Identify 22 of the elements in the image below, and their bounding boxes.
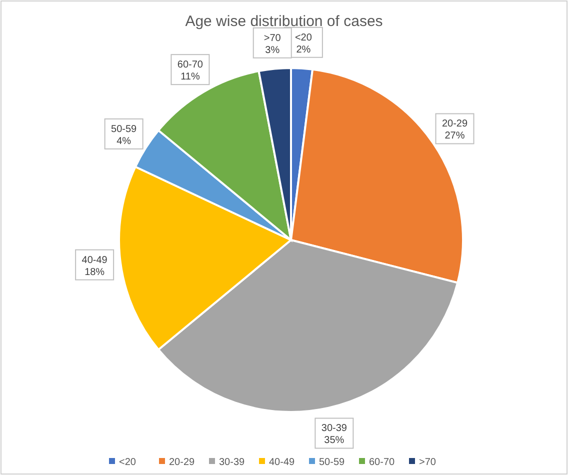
chart-title: Age wise distribution of cases bbox=[185, 13, 383, 30]
legend-label: 40-49 bbox=[269, 457, 296, 468]
data-label: 3% bbox=[265, 44, 280, 56]
legend-label: 50-59 bbox=[319, 457, 346, 468]
data-label: 35% bbox=[324, 435, 344, 446]
data-label: 2% bbox=[296, 44, 311, 56]
slice-label: 20-29 bbox=[442, 118, 468, 130]
slice-label: 60-70 bbox=[177, 60, 204, 71]
legend-label: 60-70 bbox=[369, 457, 396, 468]
data-label: 4% bbox=[116, 136, 132, 147]
slice-label: 40-49 bbox=[82, 254, 108, 266]
data-label: 27% bbox=[444, 130, 465, 142]
legend-label: 20-29 bbox=[169, 457, 196, 468]
slice-label: <20 bbox=[294, 32, 312, 44]
legend-label: >70 bbox=[419, 457, 436, 468]
slice-label: >70 bbox=[264, 32, 282, 44]
legend-label: <20 bbox=[119, 457, 136, 468]
legend-label: 30-39 bbox=[219, 457, 246, 468]
data-label: 11% bbox=[180, 72, 200, 83]
data-label: 18% bbox=[84, 266, 105, 278]
slice-label: 50-59 bbox=[111, 124, 138, 135]
slice-label: 30-39 bbox=[321, 423, 348, 434]
